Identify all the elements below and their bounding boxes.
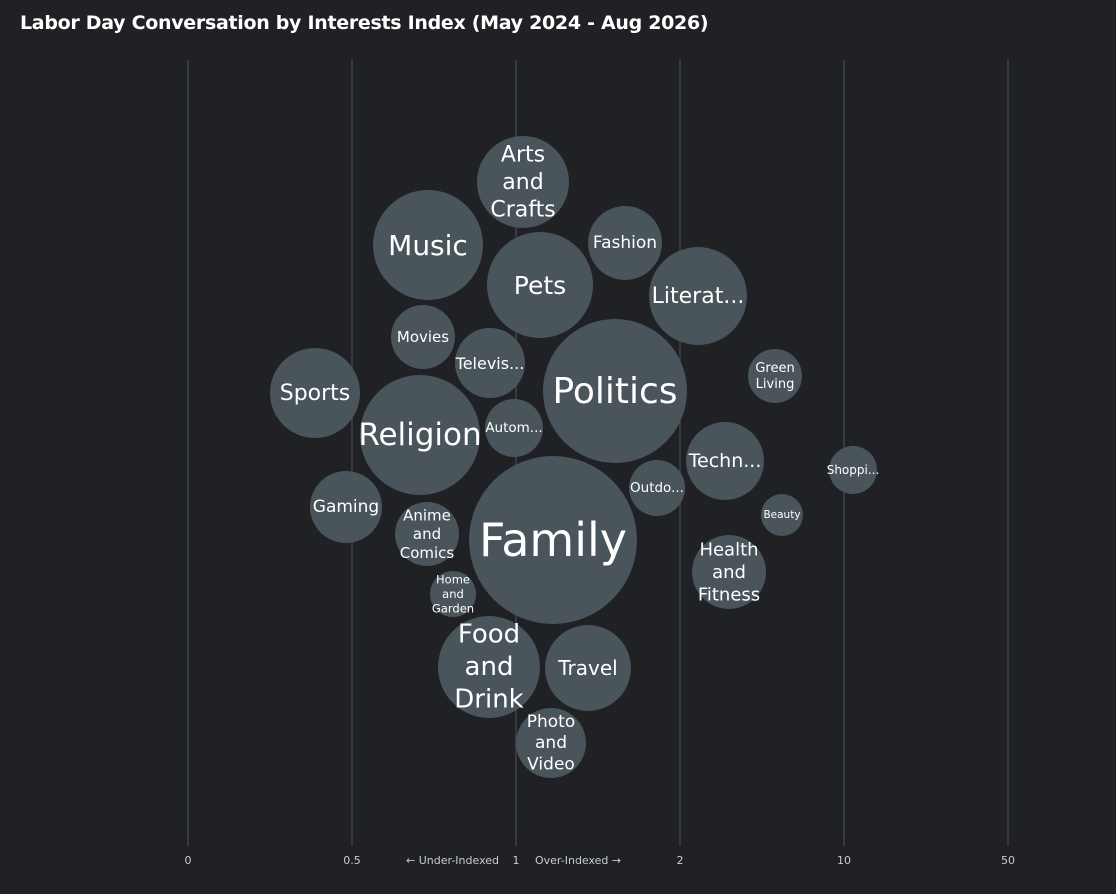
bubble[interactable]: Movies — [391, 305, 455, 369]
bubble[interactable]: Religion — [358, 375, 482, 495]
bubble-label: Gaming — [313, 497, 379, 517]
bubble-circle — [516, 708, 586, 778]
x-tick-label: 0.5 — [343, 854, 361, 867]
bubble-circle — [477, 136, 569, 228]
bubble-circle — [270, 348, 360, 438]
bubble[interactable]: Televis... — [455, 328, 525, 398]
bubble-circle — [761, 494, 803, 536]
bubble[interactable]: Fashion — [588, 206, 662, 280]
bubble[interactable]: Arts and Crafts — [477, 136, 569, 228]
bubble-circle — [487, 232, 593, 338]
bubble-label: Literat... — [652, 284, 745, 309]
bubble-label: Anime and Comics — [400, 506, 455, 562]
x-tick-label: 0 — [185, 854, 192, 867]
x-axis-ticks: 0 0.5 1 2 10 50 ← Under-Indexed Over-Indexed → — [185, 854, 1016, 867]
bubble[interactable]: Food and Drink — [438, 616, 540, 718]
bubble[interactable]: Gaming — [310, 471, 382, 543]
bubble[interactable]: Photo and Video — [516, 708, 586, 778]
bubble-circle — [438, 616, 540, 718]
over-indexed-label: Over-Indexed → — [535, 854, 621, 867]
bubble-label: Music — [388, 229, 468, 262]
bubble-circle — [485, 399, 543, 457]
bubble-label: Travel — [557, 656, 617, 680]
bubble[interactable]: Pets — [487, 232, 593, 338]
bubble[interactable]: Home and Garden — [430, 571, 476, 617]
bubble-circle — [686, 422, 764, 500]
bubble-label: Family — [479, 513, 627, 567]
bubble-label: Beauty — [763, 509, 800, 521]
bubble-label: Movies — [397, 328, 449, 346]
x-tick-label: 50 — [1001, 854, 1015, 867]
bubble-circle — [395, 502, 459, 566]
x-tick-label: 2 — [677, 854, 684, 867]
bubble-label: Food and Drink — [454, 620, 523, 715]
bubble-label: Televis... — [455, 354, 525, 373]
bubble-label: Politics — [552, 371, 677, 412]
bubble-circle — [545, 625, 631, 711]
bubble[interactable]: Anime and Comics — [395, 502, 459, 566]
bubble-circle — [629, 460, 685, 516]
under-indexed-label: ← Under-Indexed — [406, 854, 499, 867]
bubble-circle — [748, 349, 802, 403]
bubbles: Family Politics Religion Music Pets Food and Dr… — [270, 136, 879, 778]
bubble-circle — [543, 319, 687, 463]
bubble[interactable]: Autom... — [485, 399, 543, 457]
bubble-circle — [430, 571, 476, 617]
bubble[interactable]: Green Living — [748, 349, 802, 403]
x-tick-label: 1 — [513, 854, 520, 867]
bubble-circle — [588, 206, 662, 280]
bubble-label: Health and Fitness — [698, 539, 760, 605]
bubble[interactable]: Music — [373, 190, 483, 300]
bubble-label: Sports — [280, 381, 351, 406]
bubble[interactable]: Sports — [270, 348, 360, 438]
bubble-label: Pets — [514, 271, 566, 300]
bubble[interactable]: Outdo... — [629, 460, 685, 516]
x-tick-label: 10 — [837, 854, 851, 867]
bubble-label: Photo and Video — [527, 712, 576, 775]
bubble[interactable]: Shoppi... — [827, 446, 880, 494]
bubble-circle — [360, 375, 480, 495]
chart-title: Labor Day Conversation by Interests Inde… — [20, 12, 709, 34]
bubble[interactable]: Literat... — [649, 247, 747, 345]
bubble-label: Shoppi... — [827, 463, 880, 477]
bubble-label: Autom... — [485, 420, 542, 436]
bubble-circle — [310, 471, 382, 543]
bubble-label: Home and Garden — [432, 573, 474, 616]
bubble-label: Outdo... — [630, 480, 684, 496]
bubble[interactable]: Health and Fitness — [692, 535, 766, 609]
bubble-label: Techn... — [688, 450, 762, 472]
bubble-circle — [469, 456, 637, 624]
bubble-circle — [649, 247, 747, 345]
bubble-label: Fashion — [593, 233, 657, 253]
bubble[interactable]: Politics — [543, 319, 687, 463]
bubble[interactable]: Techn... — [686, 422, 764, 500]
bubble-label: Religion — [358, 417, 481, 453]
bubble-circle — [692, 535, 766, 609]
bubble-circle — [829, 446, 877, 494]
bubble-circle — [373, 190, 483, 300]
bubble[interactable]: Beauty — [761, 494, 803, 536]
bubble-label: Arts and Crafts — [490, 142, 555, 222]
bubble-label: Green Living — [755, 360, 794, 391]
bubble[interactable]: Travel — [545, 625, 631, 711]
bubble[interactable]: Family — [469, 456, 637, 624]
bubble-circle — [455, 328, 525, 398]
bubble-circle — [391, 305, 455, 369]
